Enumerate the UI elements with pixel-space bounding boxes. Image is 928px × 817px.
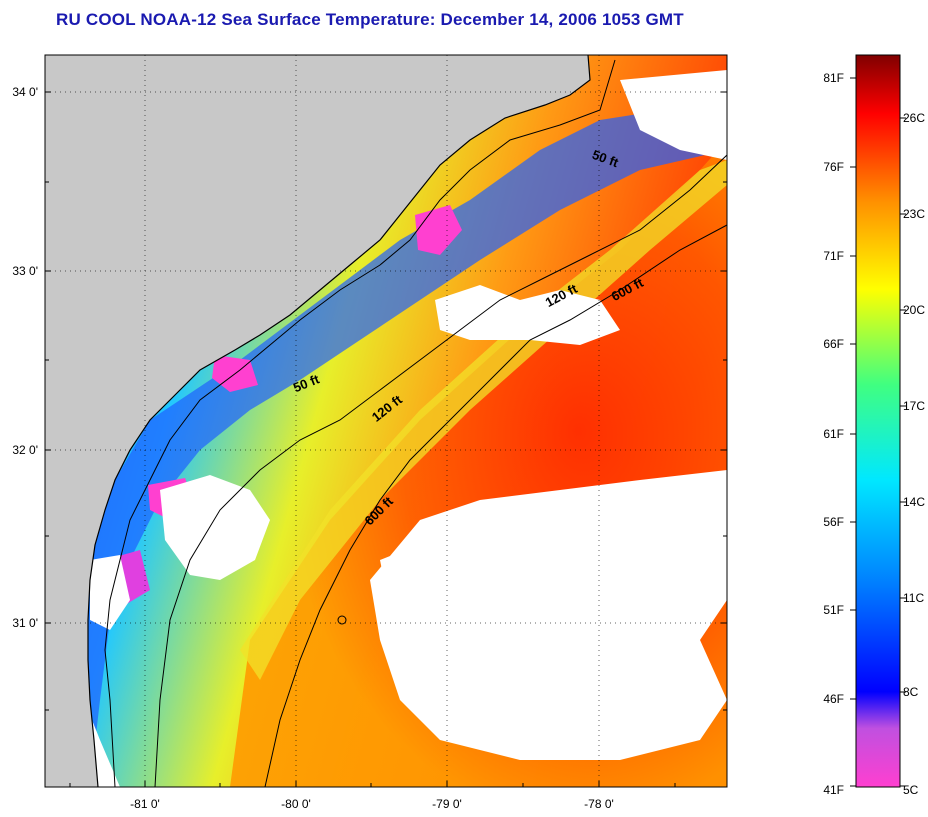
colorbar-label-66f: 66F <box>823 337 844 351</box>
lon-label-80: -80 0' <box>281 797 311 811</box>
colorbar-label-8c: 8C <box>903 685 919 699</box>
colorbar-label-11c: 11C <box>903 591 925 605</box>
contour-600ft <box>264 224 727 787</box>
colorbar-label-41f: 41F <box>823 783 844 797</box>
transition-band <box>240 160 727 680</box>
contour-120ft <box>154 154 727 787</box>
colorbar-label-61f: 61F <box>823 427 844 441</box>
land-mass <box>45 55 590 787</box>
colorbar-label-5c: 5C <box>903 783 919 797</box>
lat-lon-grid <box>45 55 727 787</box>
cloud-patch-west <box>160 475 270 580</box>
cloud-patch-center <box>380 540 450 620</box>
seamount-contour <box>337 615 347 625</box>
colorbar-label-81f: 81F <box>823 71 844 85</box>
colorbar-label-71f: 71F <box>823 249 844 263</box>
colorbar-label-26c: 26C <box>903 111 926 125</box>
lon-label-78: -78 0' <box>584 797 614 811</box>
lon-label-81: -81 0' <box>130 797 160 811</box>
colorbar-label-23c: 23C <box>903 207 926 221</box>
colorbar-ticks <box>850 77 906 787</box>
lat-label-33: 33 0' <box>12 264 38 278</box>
axis-ticks <box>45 91 727 787</box>
colorbar-label-46f: 46F <box>823 692 844 706</box>
colorbar-label-17c: 17C <box>903 399 926 413</box>
cloud-patch-north <box>435 285 620 345</box>
colorbar-gradient <box>855 54 901 788</box>
colorbar-label-56f: 56F <box>823 515 844 529</box>
colorbar-label-51f: 51F <box>823 603 844 617</box>
colorbar-label-76f: 76F <box>823 160 844 174</box>
colorbar-label-20c: 20C <box>903 303 926 317</box>
coastline <box>87 55 591 787</box>
lon-label-79: -79 0' <box>432 797 462 811</box>
lat-label-32: 32 0' <box>12 443 38 457</box>
colorbar-label-14c: 14C <box>903 495 926 509</box>
cloud-patch-sw <box>90 555 130 630</box>
lat-label-31: 31 0' <box>12 616 38 630</box>
cloud-patch-large <box>370 470 727 760</box>
map-title: RU COOL NOAA-12 Sea Surface Temperature:… <box>56 10 684 29</box>
contour-50ft <box>104 59 616 787</box>
map-frame <box>44 54 728 788</box>
lat-label-34: 34 0' <box>12 85 38 99</box>
cold-nearshore-band <box>45 100 727 787</box>
